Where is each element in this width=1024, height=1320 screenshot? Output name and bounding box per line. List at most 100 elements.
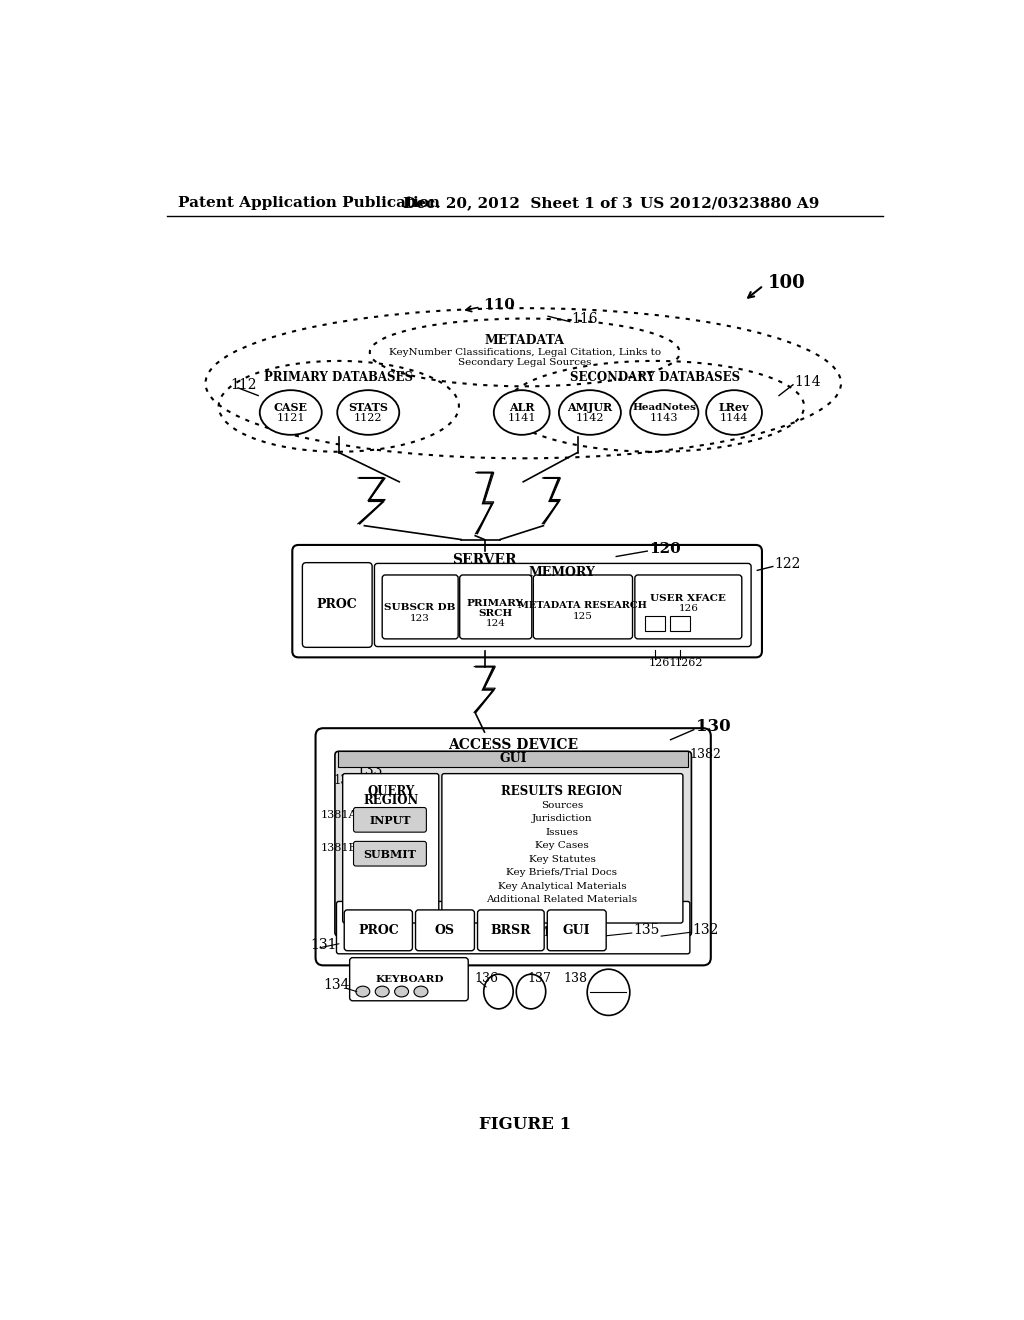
FancyBboxPatch shape (315, 729, 711, 965)
Text: 116: 116 (571, 312, 598, 326)
Text: RESULTS REGION: RESULTS REGION (502, 785, 623, 797)
Text: SECONDARY DATABASES: SECONDARY DATABASES (570, 371, 740, 384)
FancyBboxPatch shape (460, 576, 531, 639)
Text: PROC: PROC (358, 924, 398, 937)
Ellipse shape (356, 986, 370, 997)
Ellipse shape (516, 974, 546, 1008)
Text: MEMORY: MEMORY (528, 566, 595, 579)
Text: GUI: GUI (500, 752, 527, 766)
Ellipse shape (494, 391, 550, 434)
Ellipse shape (587, 969, 630, 1015)
FancyBboxPatch shape (343, 774, 438, 923)
Text: MEMORY: MEMORY (513, 925, 580, 939)
FancyBboxPatch shape (349, 958, 468, 1001)
Text: 1382: 1382 (689, 748, 721, 760)
Text: Key Statutes: Key Statutes (528, 854, 595, 863)
Text: ACCESS DEVICE: ACCESS DEVICE (449, 738, 579, 752)
FancyBboxPatch shape (335, 751, 691, 936)
Text: 1381A: 1381A (321, 810, 356, 820)
Text: 1261: 1261 (649, 657, 677, 668)
Text: Patent Application Publication: Patent Application Publication (178, 197, 440, 210)
Text: INPUT: INPUT (370, 816, 411, 826)
Text: OS: OS (435, 924, 455, 937)
Text: 1121: 1121 (276, 413, 305, 422)
Ellipse shape (483, 974, 513, 1008)
Text: 110: 110 (483, 298, 515, 312)
Ellipse shape (394, 986, 409, 997)
Text: Jurisdiction: Jurisdiction (531, 814, 592, 824)
Text: 124: 124 (485, 619, 505, 628)
Text: Dec. 20, 2012  Sheet 1 of 3: Dec. 20, 2012 Sheet 1 of 3 (403, 197, 633, 210)
Text: 125: 125 (573, 612, 593, 620)
FancyBboxPatch shape (382, 576, 458, 639)
Text: 126: 126 (678, 605, 698, 614)
Text: LRev: LRev (719, 401, 750, 413)
Ellipse shape (630, 391, 698, 434)
Text: US 2012/0323880 A9: US 2012/0323880 A9 (640, 197, 819, 210)
Text: CASE: CASE (273, 401, 308, 413)
Ellipse shape (375, 986, 389, 997)
Text: METADATA: METADATA (484, 334, 565, 347)
Text: 132: 132 (692, 923, 719, 937)
FancyBboxPatch shape (292, 545, 762, 657)
Ellipse shape (707, 391, 762, 434)
Text: 122: 122 (774, 557, 801, 572)
FancyBboxPatch shape (442, 774, 683, 923)
Text: Secondary Legal Sources: Secondary Legal Sources (458, 358, 592, 367)
FancyBboxPatch shape (670, 615, 690, 631)
Text: 1381: 1381 (334, 774, 362, 787)
FancyBboxPatch shape (353, 808, 426, 832)
Text: 1381B: 1381B (321, 843, 356, 853)
FancyBboxPatch shape (635, 576, 741, 639)
Text: 130: 130 (696, 718, 731, 735)
Text: HeadNotes: HeadNotes (633, 403, 696, 412)
Text: 137: 137 (527, 972, 551, 985)
Text: PROC: PROC (316, 598, 357, 611)
Text: REGION: REGION (364, 795, 419, 807)
Text: USER XFACE: USER XFACE (650, 594, 726, 603)
Text: 100: 100 (767, 275, 805, 292)
Text: 1143: 1143 (650, 413, 679, 422)
Text: 1122: 1122 (354, 413, 383, 422)
FancyBboxPatch shape (547, 909, 606, 950)
Text: STATS: STATS (348, 401, 388, 413)
Text: Key Analytical Materials: Key Analytical Materials (498, 882, 627, 891)
Text: PRIMARY: PRIMARY (467, 599, 524, 609)
Text: SUBSCR DB: SUBSCR DB (384, 603, 456, 611)
FancyBboxPatch shape (344, 909, 413, 950)
Ellipse shape (559, 391, 621, 434)
Text: BRSR: BRSR (490, 924, 531, 937)
Text: 1141: 1141 (508, 413, 536, 422)
FancyBboxPatch shape (302, 562, 372, 647)
Text: PRIMARY DATABASES: PRIMARY DATABASES (264, 371, 414, 384)
Text: Issues: Issues (546, 828, 579, 837)
Ellipse shape (260, 391, 322, 434)
Text: SRCH: SRCH (478, 609, 512, 618)
Text: 1144: 1144 (720, 413, 749, 422)
Text: AMJUR: AMJUR (567, 401, 612, 413)
Text: SERVER: SERVER (453, 553, 517, 568)
Text: 112: 112 (230, 378, 257, 392)
FancyBboxPatch shape (534, 576, 633, 639)
Text: QUERY: QUERY (367, 785, 415, 797)
Text: METADATA RESEARCH: METADATA RESEARCH (518, 601, 647, 610)
Text: 133: 133 (356, 763, 383, 777)
Text: 120: 120 (649, 541, 681, 556)
Text: 135: 135 (633, 923, 659, 937)
Text: 136: 136 (474, 972, 499, 985)
FancyBboxPatch shape (416, 909, 474, 950)
Text: 114: 114 (795, 375, 821, 388)
FancyBboxPatch shape (477, 909, 544, 950)
Text: 1262: 1262 (675, 657, 702, 668)
Text: Key Cases: Key Cases (536, 841, 589, 850)
Text: 1142: 1142 (575, 413, 604, 422)
FancyBboxPatch shape (337, 902, 690, 954)
FancyBboxPatch shape (375, 564, 751, 647)
Text: SUBMIT: SUBMIT (364, 849, 417, 861)
Ellipse shape (414, 986, 428, 997)
Text: Additional Related Materials: Additional Related Materials (486, 895, 638, 904)
Text: KEYBOARD: KEYBOARD (375, 975, 443, 985)
Text: 134: 134 (324, 978, 350, 993)
FancyBboxPatch shape (645, 615, 665, 631)
FancyBboxPatch shape (353, 841, 426, 866)
